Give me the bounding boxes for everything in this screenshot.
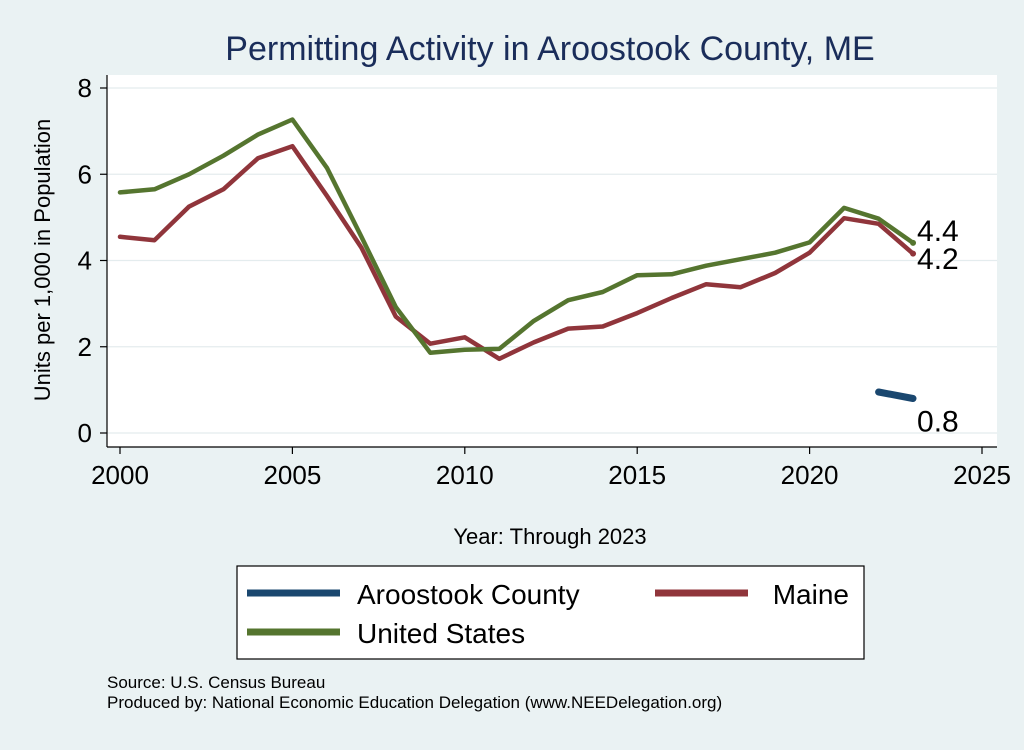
series-end-point-0 [910, 395, 917, 402]
x-tick-label: 2025 [953, 460, 1011, 490]
source-line: Source: U.S. Census Bureau [107, 673, 325, 692]
legend-label-1: Maine [773, 579, 849, 610]
x-tick-label: 2005 [263, 460, 321, 490]
x-tick-label: 2000 [91, 460, 149, 490]
end-labels: 4.44.2 0.8 [917, 215, 959, 439]
x-tick-label: 2010 [436, 460, 494, 490]
axes: 0 2 4 6 8 2000 2005 2010 2015 2020 2025 [78, 73, 1011, 490]
legend-label-0: Aroostook County [357, 579, 580, 610]
series-end-point-2 [910, 239, 917, 246]
y-tick-label: 2 [78, 332, 92, 362]
producer-line: Produced by: National Economic Education… [107, 693, 722, 712]
series-line-0 [875, 388, 917, 402]
y-tick-label: 4 [78, 246, 92, 276]
y-tick-label: 8 [78, 73, 92, 103]
legend-label-2: United States [357, 618, 525, 649]
chart-title: Permitting Activity in Aroostook County,… [225, 30, 874, 68]
end-label-2: 4.4 [917, 215, 959, 248]
y-tick-label: 0 [78, 418, 92, 448]
x-axis-label: Year: Through 2023 [453, 524, 646, 549]
x-tick-label: 2020 [781, 460, 839, 490]
series-end-point-1 [910, 250, 917, 257]
series-line-1 [117, 143, 916, 362]
legend-box [236, 565, 865, 660]
legend: Aroostook County Maine United States [236, 565, 865, 660]
y-tick-label: 6 [78, 159, 92, 189]
end-label-0: 0.8 [917, 406, 959, 439]
series-lines [117, 117, 917, 402]
grid-lines [107, 87, 997, 434]
end-label-1: 4.2 [917, 243, 959, 276]
series-line-2 [117, 117, 916, 356]
y-axis-label: Units per 1,000 in Population [30, 119, 55, 402]
x-tick-label: 2015 [608, 460, 666, 490]
